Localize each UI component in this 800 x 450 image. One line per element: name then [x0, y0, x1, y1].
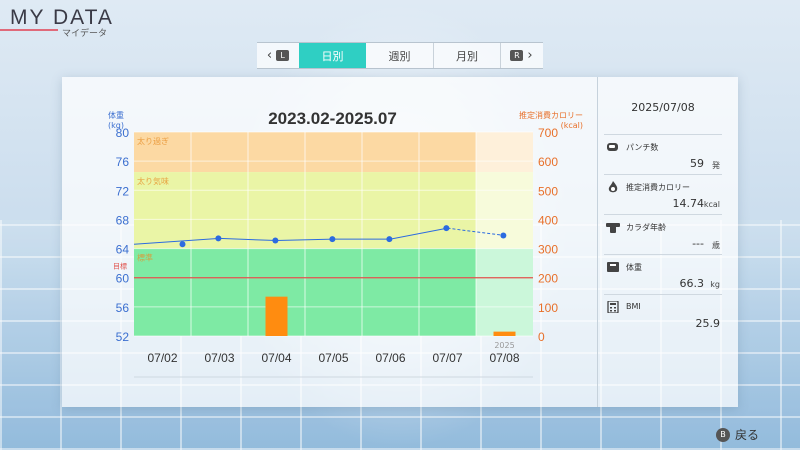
period-tab-bar: ‹ L 日別 週別 月別 R ›: [257, 42, 543, 69]
muscle-icon: [606, 223, 620, 233]
left-tick-label: 64: [116, 243, 130, 257]
punch-icon: [607, 143, 618, 151]
x-tick-label: 07/02: [147, 351, 177, 365]
weight-point: [443, 225, 450, 232]
stat-value: 66.3: [679, 277, 705, 290]
x-tick-label: 07/08: [489, 351, 519, 365]
right-axis-label: 推定消費カロリー (kcal): [515, 111, 583, 131]
calorie-bar: [493, 331, 516, 336]
right-axis-name: 推定消費カロリー: [519, 111, 583, 120]
stat-weight: 体重 66.3 kg: [604, 254, 722, 294]
left-tick-label: 76: [116, 155, 130, 169]
right-tick-label: 400: [538, 213, 558, 227]
right-axis-unit: (kcal): [560, 121, 583, 130]
weight-point: [386, 236, 393, 243]
back-button[interactable]: B 戻る: [716, 426, 759, 443]
weight-line-projected: [447, 227, 505, 236]
left-tick-label: 60: [116, 272, 130, 286]
stat-label: カラダ年齢: [626, 223, 666, 232]
stat-label: パンチ数: [626, 143, 659, 152]
left-axis-label: 体重 (kg): [108, 111, 124, 131]
target-label: 目標: [113, 262, 127, 271]
stat-label: 推定消費カロリー: [626, 183, 690, 192]
calorie-bar: [265, 296, 288, 336]
stat-value: 14.74: [672, 197, 705, 210]
right-tick-label: 200: [538, 272, 558, 286]
stat-label: BMI: [626, 302, 641, 311]
right-tick-label: 300: [538, 243, 558, 257]
stat-unit: kcal: [703, 200, 720, 209]
app-title: MY DATA: [10, 6, 114, 29]
zone-label: 標準: [137, 253, 153, 263]
x-tick-label: 07/04: [261, 351, 291, 365]
chevron-left-icon: ‹: [266, 48, 273, 63]
right-tick-label: 0: [538, 330, 545, 344]
x-tick-label: 07/07: [432, 351, 462, 365]
left-tick-label: 80: [116, 126, 130, 140]
stat-unit: 発: [712, 161, 720, 170]
x-tick-label: 07/05: [318, 351, 348, 365]
stat-bmi: BMI 25.9: [604, 294, 722, 334]
weight-point: [329, 236, 336, 243]
b-button-icon: B: [716, 427, 730, 442]
stat-value: 25.9: [695, 317, 721, 330]
left-tick-label: 72: [116, 184, 130, 198]
weight-point: [500, 232, 507, 239]
zone-band: [134, 132, 533, 173]
panel-divider: [597, 77, 598, 407]
left-tick-label: 56: [116, 301, 130, 315]
tab-monthly[interactable]: 月別: [433, 43, 500, 68]
stat-calories: 推定消費カロリー 14.74 kcal: [604, 174, 722, 214]
flame-icon: [608, 181, 618, 193]
next-tab-button[interactable]: R ›: [500, 43, 542, 68]
weight-point: [215, 235, 222, 242]
weight-line: [133, 227, 448, 245]
right-tick-label: 700: [538, 126, 558, 140]
chevron-right-icon: ›: [527, 48, 533, 63]
stat-unit: kg: [710, 280, 720, 289]
right-tick-label: 600: [538, 155, 558, 169]
zone-band: [134, 172, 533, 249]
stat-value: 59: [690, 157, 704, 170]
prev-tab-button[interactable]: ‹ L: [257, 43, 299, 68]
zone-label: 太り気味: [137, 176, 169, 186]
tab-daily[interactable]: 日別: [299, 43, 366, 68]
left-tick-label: 68: [116, 213, 130, 227]
left-axis-unit: (kg): [108, 121, 124, 130]
tab-weekly[interactable]: 週別: [388, 49, 411, 63]
stat-value: ---: [692, 237, 704, 250]
right-tick-label: 500: [538, 184, 558, 198]
stat-unit: 歳: [712, 241, 720, 250]
zone-band: [134, 248, 533, 336]
back-label: 戻る: [735, 428, 760, 442]
year-label: 2025: [494, 341, 514, 350]
right-tick-label: 100: [538, 301, 558, 315]
selected-date: 2025/07/08: [631, 101, 695, 114]
x-tick-label: 07/03: [204, 351, 234, 365]
stat-body-age: カラダ年齢 --- 歳: [604, 214, 722, 254]
weight-point: [272, 237, 279, 244]
weight-point: [179, 241, 186, 248]
app-subtitle: マイデータ: [62, 29, 108, 39]
left-tick-label: 52: [116, 330, 130, 344]
stat-punches: パンチ数 59 発: [604, 134, 722, 174]
zone-label: 太り過ぎ: [137, 136, 169, 146]
scale-icon: [607, 262, 619, 272]
stat-label: 体重: [626, 263, 642, 272]
left-axis-name: 体重: [108, 111, 124, 120]
title-underline: [0, 29, 58, 31]
calculator-icon: [607, 301, 619, 313]
l-button-icon: L: [276, 50, 290, 61]
chart-title: 2023.02-2025.07: [268, 109, 397, 128]
x-tick-label: 07/06: [375, 351, 405, 365]
r-button-icon: R: [510, 50, 524, 61]
